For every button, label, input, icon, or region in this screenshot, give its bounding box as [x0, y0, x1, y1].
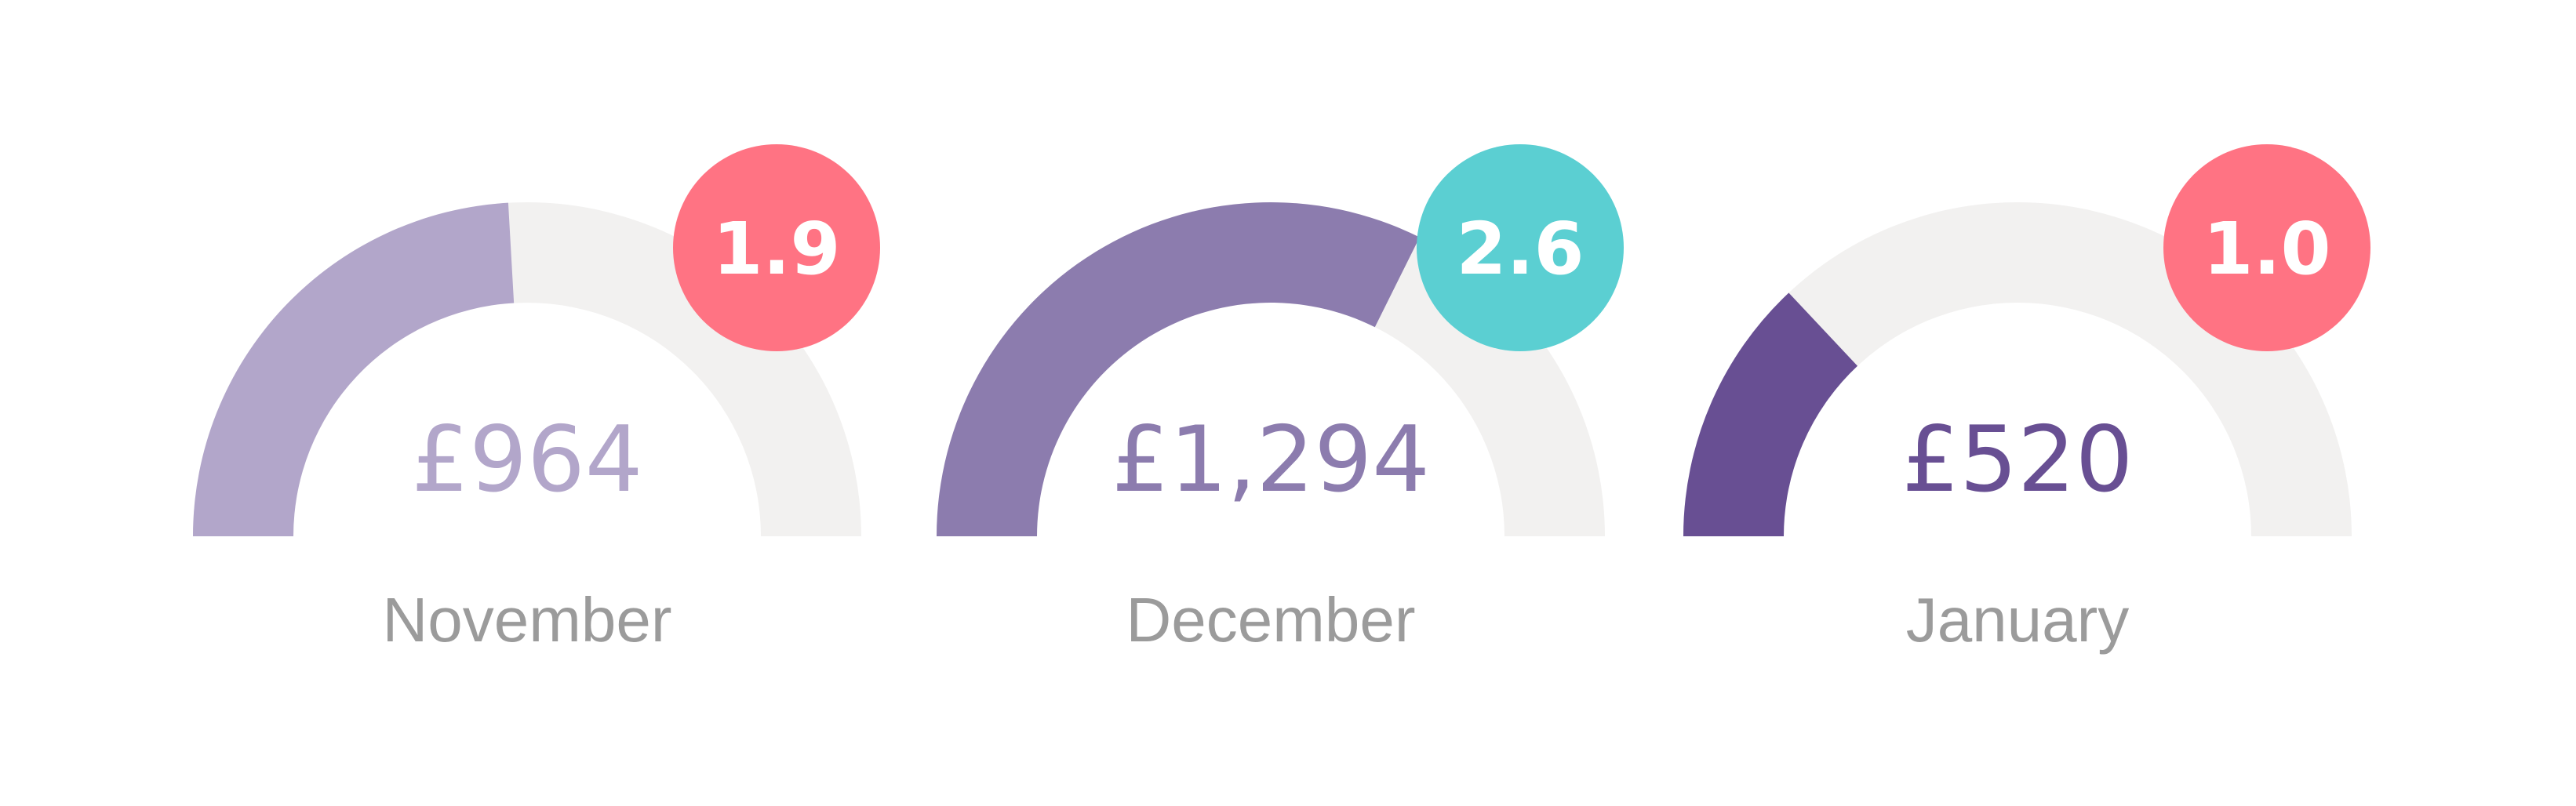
gauge-month-label: December — [1126, 585, 1415, 655]
gauge-november: £964 November 1.9 — [193, 144, 880, 655]
gauge-amount: £1,294 — [1112, 407, 1430, 513]
gauge-december: £1,294 December 2.6 — [937, 144, 1624, 655]
gauge-badge-value: 1.0 — [2203, 207, 2331, 291]
gauge-month-label: November — [382, 585, 671, 655]
gauge-january: £520 January 1.0 — [1683, 144, 2370, 655]
gauge-amount: £964 — [411, 407, 642, 513]
gauge-amount: £520 — [1901, 407, 2133, 513]
gauge-badge-value: 1.9 — [713, 207, 841, 291]
gauge-month-label: January — [1906, 585, 2130, 655]
gauge-badge-value: 2.6 — [1457, 207, 1585, 291]
